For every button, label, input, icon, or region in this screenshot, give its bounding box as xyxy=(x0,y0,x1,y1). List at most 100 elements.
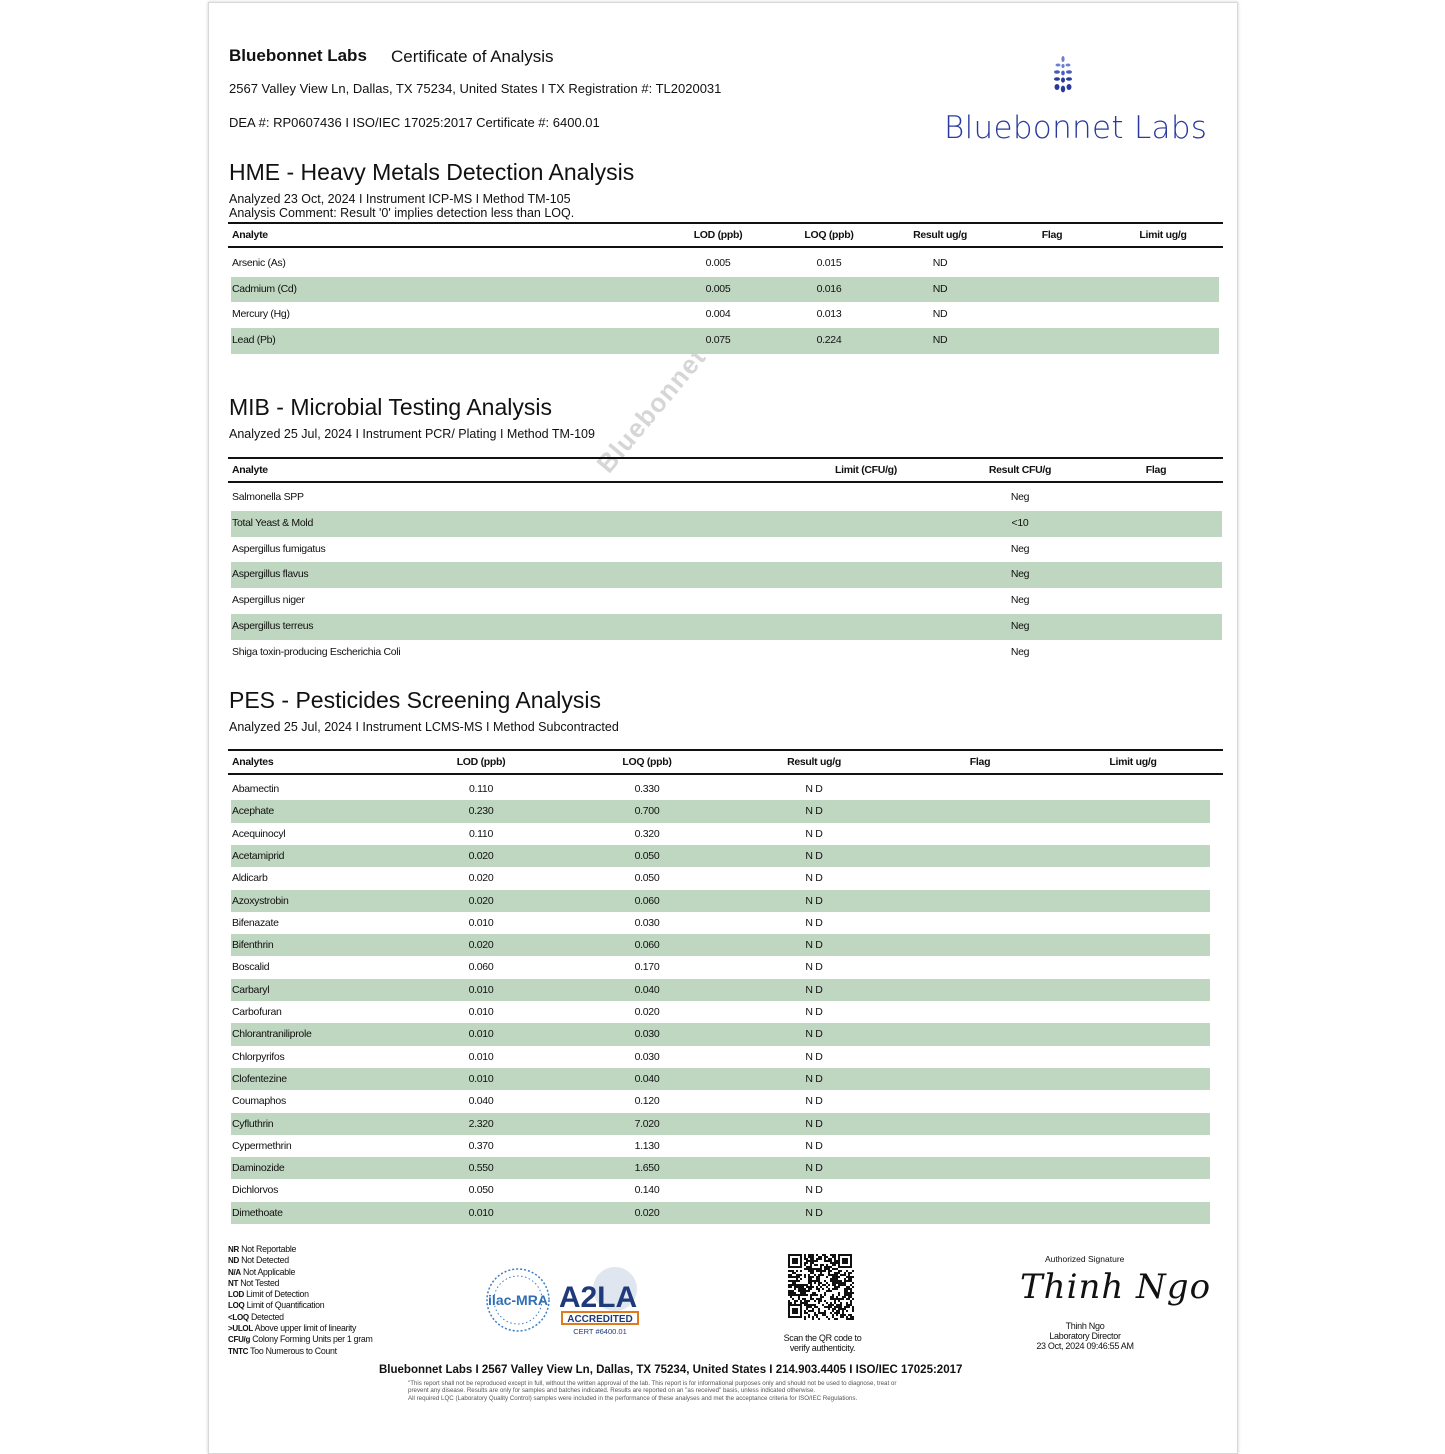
table-row: Shiga toxin-producing Escherichia Coli Ne… xyxy=(231,640,1222,666)
table-row: Coumaphos 0.040 0.120 N D xyxy=(231,1090,1210,1112)
table-cell: Aspergillus niger xyxy=(232,594,305,607)
column-header: LOQ (ppb) xyxy=(804,229,854,241)
table-cell: 1.130 xyxy=(634,1139,660,1152)
table-cell: 0.004 xyxy=(705,308,731,321)
table-cell: Daminozide xyxy=(232,1162,285,1175)
table-cell: 0.320 xyxy=(634,827,660,840)
column-header: LOQ (ppb) xyxy=(622,756,672,768)
logo-text: Bluebonnet Labs xyxy=(944,110,1208,146)
footer-line: Bluebonnet Labs I 2567 Valley View Ln, D… xyxy=(379,1364,963,1376)
table-cell: 0.016 xyxy=(816,282,842,295)
table-cell: N D xyxy=(805,1184,823,1197)
mib-title: MIB - Microbial Testing Analysis xyxy=(229,394,552,420)
table-cell: 0.005 xyxy=(705,257,731,269)
ilac-mra-badge: ilac-MRA xyxy=(485,1267,551,1338)
signatory-role: Laboratory Director xyxy=(1049,1331,1121,1341)
table-cell: N D xyxy=(805,827,823,840)
table-cell: 0.005 xyxy=(705,282,731,295)
table-cell: 0.010 xyxy=(468,983,494,996)
table-cell: 0.020 xyxy=(468,939,494,952)
legend-item: >ULOL Above upper limit of linearity xyxy=(228,1323,357,1334)
table-cell: N D xyxy=(805,1206,823,1219)
table-row: Cypermethrin 0.370 1.130 N D xyxy=(231,1135,1210,1157)
table-cell: Mercury (Hg) xyxy=(232,308,290,321)
table-row: Lead (Pb) 0.075 0.224 ND xyxy=(231,328,1219,354)
mib-meta: Analyzed 25 Jul, 2024 I Instrument PCR/ … xyxy=(229,427,595,441)
table-cell: Acetamiprid xyxy=(232,849,285,862)
qr-caption: Scan the QR code to verify authenticity. xyxy=(783,1333,862,1353)
table-cell: Total Yeast & Mold xyxy=(232,516,313,529)
svg-text:ACCREDITED: ACCREDITED xyxy=(567,1314,633,1325)
table-cell: Neg xyxy=(1010,491,1030,503)
table-cell: 0.060 xyxy=(634,939,660,952)
table-cell: 0.010 xyxy=(468,1072,494,1085)
legend-item: <LOQ Detected xyxy=(228,1311,284,1322)
svg-text:CERT #6400.01: CERT #6400.01 xyxy=(573,1327,627,1336)
table-cell: 0.010 xyxy=(468,1050,494,1063)
table-cell: 0.120 xyxy=(634,1095,660,1108)
table-cell: ND xyxy=(932,308,948,321)
table-cell: Acequinocyl xyxy=(232,827,286,840)
table-row: Azoxystrobin 0.020 0.060 N D xyxy=(231,889,1210,912)
table-cell: Coumaphos xyxy=(232,1095,286,1108)
table-row: Boscalid 0.060 0.170 N D xyxy=(231,956,1210,978)
table-cell: Bifenthrin xyxy=(232,939,274,952)
table-cell: 0.010 xyxy=(468,1028,494,1041)
table-row: Abamectin 0.110 0.330 N D xyxy=(231,778,1210,800)
column-header: LOD (ppb) xyxy=(456,756,506,768)
table-cell: N D xyxy=(805,1050,823,1063)
legend-item: LOQ Limit of Quantification xyxy=(228,1300,325,1311)
table-row: Cyfluthrin 2.320 7.020 N D xyxy=(231,1112,1210,1135)
signatory: Thinh Ngo Laboratory Director 23 Oct, 20… xyxy=(1000,1321,1170,1351)
table-cell: 0.060 xyxy=(634,894,660,907)
handwritten-signature: Thinh Ngo xyxy=(1020,1267,1212,1307)
table-cell: 0.700 xyxy=(634,805,660,818)
table-cell: N D xyxy=(805,805,823,818)
table-cell: 0.050 xyxy=(468,1184,494,1197)
lab-name: Bluebonnet Labs xyxy=(229,46,367,65)
table-cell: Aspergillus fumigatus xyxy=(232,542,326,555)
table-cell: 0.010 xyxy=(468,1006,494,1018)
column-header: Result ug/g xyxy=(913,229,967,241)
table-cell: Carbaryl xyxy=(232,983,270,996)
table-cell: N D xyxy=(805,1095,823,1108)
table-row: Mercury (Hg) 0.004 0.013 ND xyxy=(231,302,1219,328)
table-cell: Cadmium (Cd) xyxy=(232,282,297,295)
table-cell: Neg xyxy=(1010,620,1030,632)
table-row: Clofentezine 0.010 0.040 N D xyxy=(231,1067,1210,1091)
table-row: Aspergillus terreus Neg xyxy=(231,614,1222,640)
table-cell: N D xyxy=(805,961,823,974)
signature-date: 23 Oct, 2024 09:46:55 AM xyxy=(1036,1341,1134,1351)
table-cell: N D xyxy=(805,872,823,885)
column-header: Analyte xyxy=(232,229,268,241)
table-cell: 0.050 xyxy=(634,872,660,885)
column-header: Analytes xyxy=(232,756,274,768)
svg-text:A2LA: A2LA xyxy=(560,1281,637,1314)
table-cell: N D xyxy=(805,849,823,862)
table-cell: 0.224 xyxy=(816,334,842,347)
table-cell: 0.550 xyxy=(468,1162,494,1175)
table-cell: Azoxystrobin xyxy=(232,894,289,907)
table-cell: Acephate xyxy=(232,805,274,818)
table-cell: N D xyxy=(805,783,823,795)
table-row: Daminozide 0.550 1.650 N D xyxy=(231,1157,1210,1180)
table-cell: Chlorantraniliprole xyxy=(232,1028,312,1041)
table-cell: 0.020 xyxy=(634,1006,660,1018)
table-cell: ND xyxy=(932,257,948,269)
column-header: Analyte xyxy=(232,464,268,476)
mib-header-row: Analyte Limit (CFU/g) Result CFU/g Flag xyxy=(228,464,1223,478)
table-cell: Salmonella SPP xyxy=(232,491,304,503)
table-row: Bifenthrin 0.020 0.060 N D xyxy=(231,934,1210,957)
legend-item: NR Not Reportable xyxy=(228,1244,297,1254)
bluebonnet-logo-icon xyxy=(1048,55,1078,104)
table-cell: 0.010 xyxy=(468,916,494,929)
table-cell: 2.320 xyxy=(468,1117,494,1130)
table-cell: Aspergillus terreus xyxy=(232,620,314,632)
table-cell: Carbofuran xyxy=(232,1006,282,1018)
qr-code-icon[interactable] xyxy=(788,1254,854,1325)
table-cell: N D xyxy=(805,939,823,952)
table-cell: Lead (Pb) xyxy=(232,334,276,347)
table-cell: Boscalid xyxy=(232,961,270,974)
table-row: Chlorantraniliprole 0.010 0.030 N D xyxy=(231,1023,1210,1046)
hme-title: HME - Heavy Metals Detection Analysis xyxy=(229,159,635,185)
